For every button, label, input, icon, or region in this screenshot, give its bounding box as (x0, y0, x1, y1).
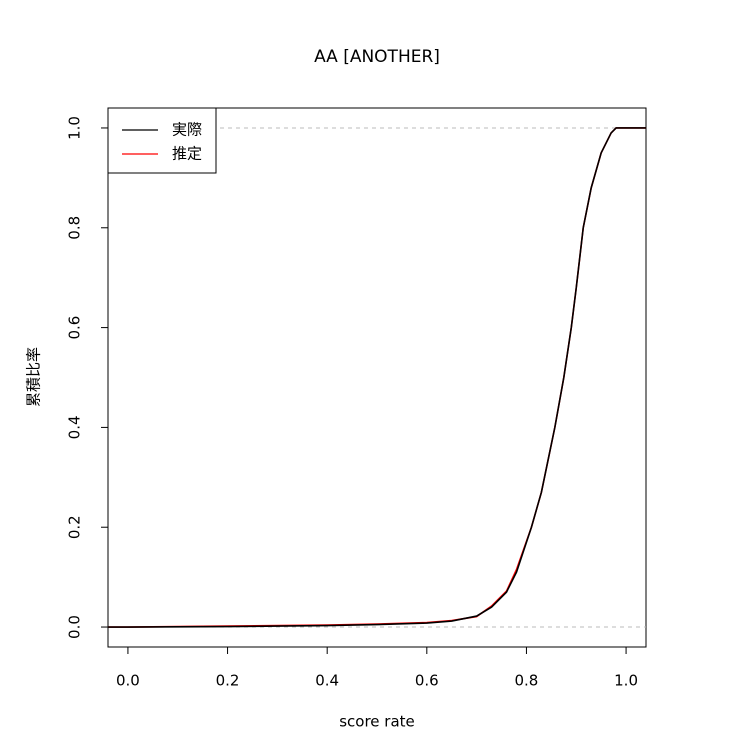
legend-box (107, 107, 217, 174)
plot-frame (107, 107, 647, 648)
x-tick-label: 0.6 (415, 672, 439, 690)
y-tick-label: 0.0 (66, 615, 84, 639)
series-line (108, 127, 646, 628)
y-axis-label: 累積比率 (25, 347, 43, 407)
x-tick-label: 0.4 (315, 672, 339, 690)
y-tick-label: 0.4 (66, 415, 84, 439)
x-tick-label: 0.8 (515, 672, 539, 690)
legend-label: 推定 (172, 145, 202, 163)
y-tick-label: 1.0 (66, 116, 84, 140)
x-tick-label: 0.0 (116, 672, 140, 690)
x-axis-label: score rate (339, 713, 415, 731)
legend-label: 実際 (172, 121, 202, 139)
x-tick-label: 0.2 (216, 672, 240, 690)
x-tick-label: 1.0 (614, 672, 638, 690)
chart-title: AA [ANOTHER] (314, 47, 440, 67)
series-line (108, 127, 646, 628)
y-tick-label: 0.8 (66, 216, 84, 240)
y-tick-label: 0.2 (66, 515, 84, 539)
y-tick-label: 0.6 (66, 316, 84, 340)
